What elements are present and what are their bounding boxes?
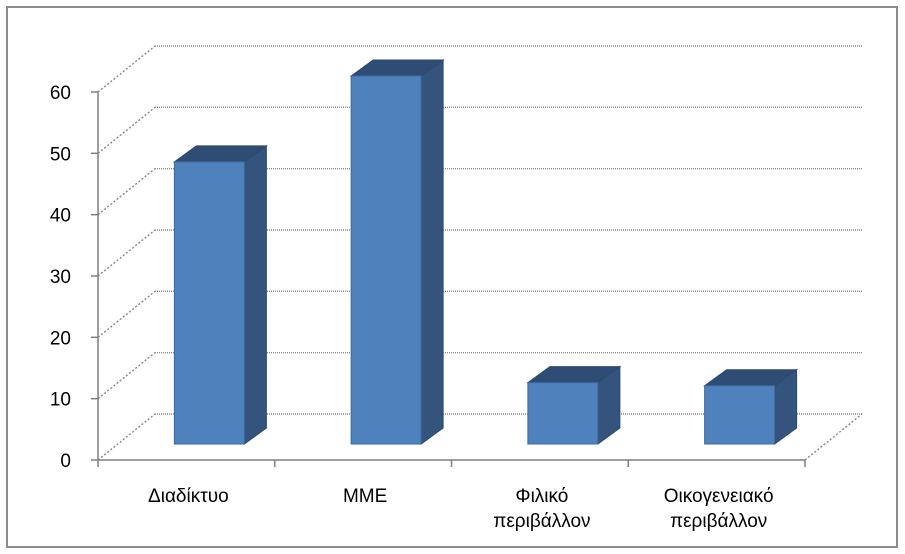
bar-front [527, 382, 599, 445]
x-tick-label: Φιλικό περιβάλλον [493, 486, 590, 532]
x-tick-label-line: Διαδίκτυο [148, 486, 229, 507]
bar-front [173, 161, 245, 445]
x-tick-label-line: Οικογενειακό [664, 486, 774, 507]
bar-front [704, 385, 776, 445]
depth-gridline [97, 413, 156, 461]
depth-gridline [97, 106, 156, 154]
y-tick-label: 0 [60, 451, 71, 472]
depth-gridline [97, 168, 156, 216]
depth-gridline [97, 229, 156, 277]
x-tick-label-line: περιβάλλον [670, 511, 767, 532]
y-tick-label: 20 [50, 328, 71, 349]
depth-gridline [97, 352, 156, 400]
y-tick-label: 60 [50, 83, 71, 104]
y-tick-label: 30 [50, 267, 71, 288]
x-tick-label: ΜΜΕ [343, 486, 387, 507]
bar-side [243, 144, 267, 445]
bar-0 [172, 144, 268, 445]
depth-gridline [97, 45, 156, 93]
x-tick-label-line: περιβάλλον [493, 511, 590, 532]
bar-2 [526, 365, 622, 445]
bar-3 [703, 368, 799, 445]
x-tick-label: Οικογενειακό περιβάλλον [664, 486, 774, 532]
y-tick-label: 10 [50, 390, 71, 411]
bar-side [420, 59, 444, 445]
x-tick-label: Διαδίκτυο [148, 486, 229, 507]
y-tick-label: 40 [50, 206, 71, 227]
bar-1 [349, 59, 445, 445]
x-tick-label-line: ΜΜΕ [343, 486, 387, 507]
x-tick-label-line: Φιλικό [515, 486, 568, 507]
chart-frame [6, 6, 898, 548]
floor-right-edge [804, 413, 863, 461]
depth-gridline [97, 290, 156, 338]
bar-front [350, 75, 422, 445]
y-tick-label: 50 [50, 144, 71, 165]
